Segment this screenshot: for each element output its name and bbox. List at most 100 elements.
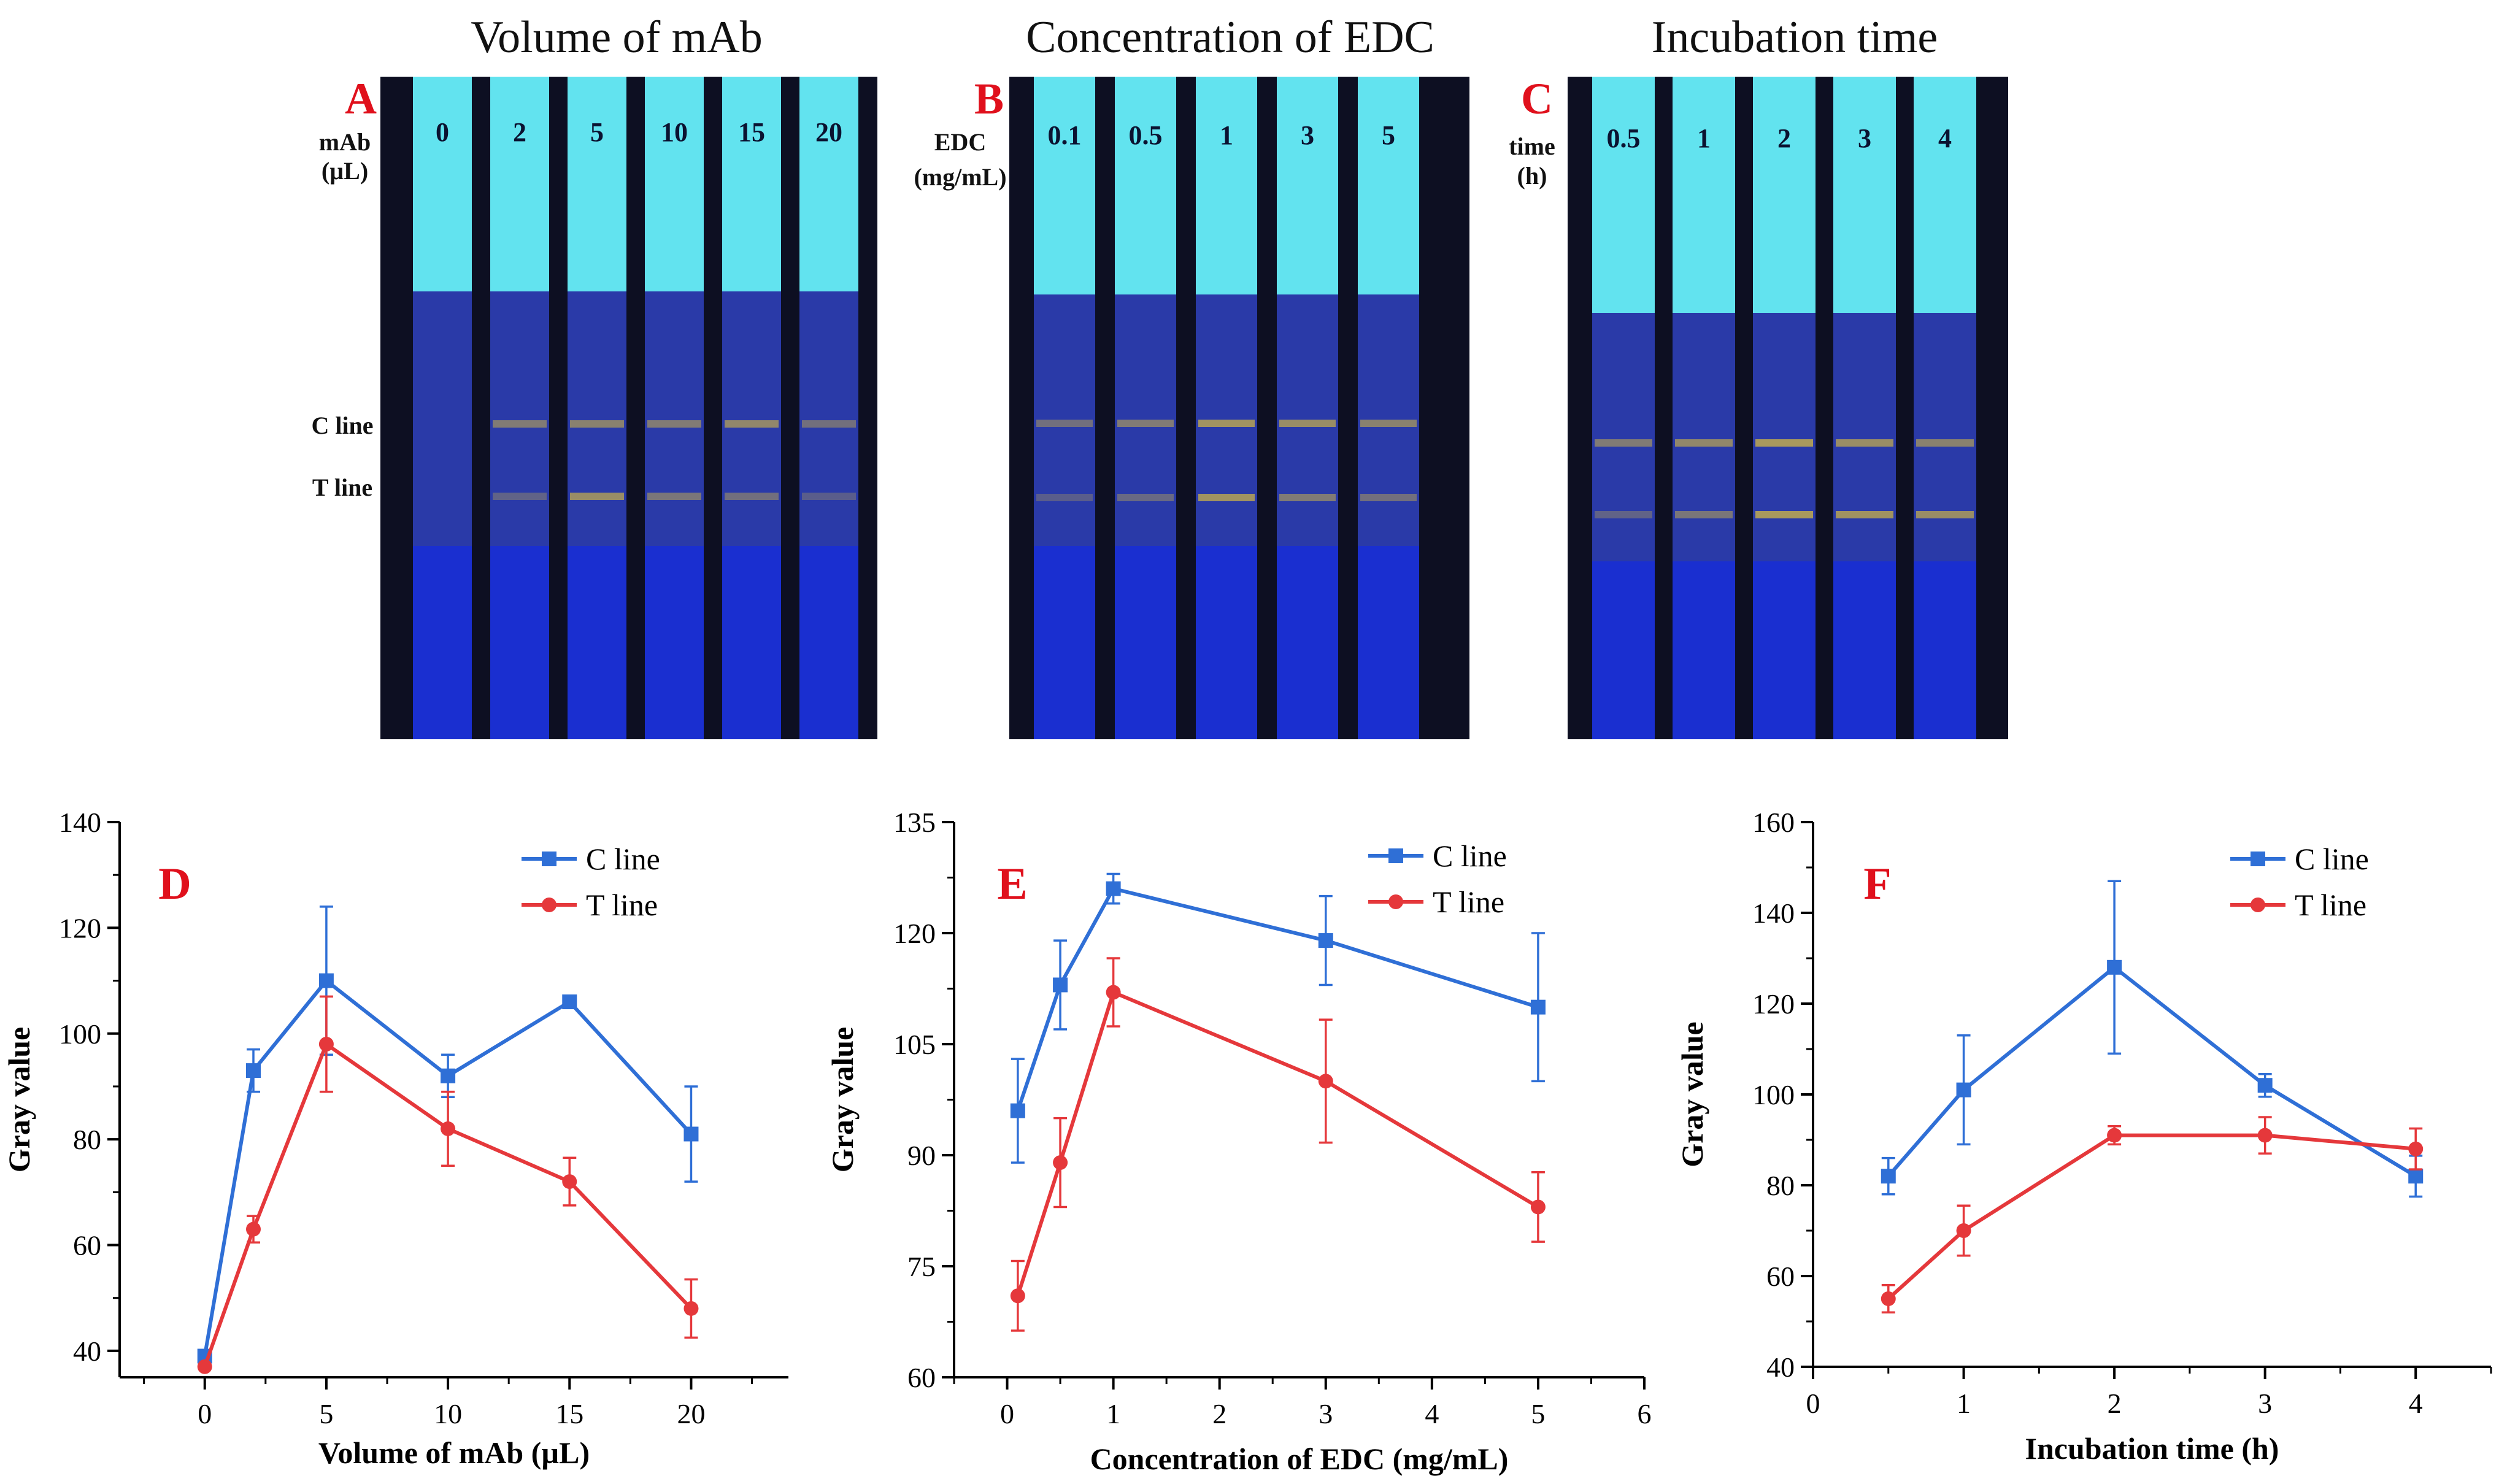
data-point (318, 973, 334, 988)
strip-sample-pad (799, 77, 858, 291)
strip-membrane (1833, 313, 1896, 561)
t-band (1675, 511, 1733, 518)
param-label-a-line1: mAb (319, 128, 371, 156)
y-tick-label: 100 (59, 1018, 101, 1050)
strip-label: 0.5 (1129, 120, 1163, 150)
series-t-line (1881, 1116, 2424, 1313)
strip-sample-pad (1277, 77, 1338, 294)
t-band (647, 493, 701, 500)
photo-panel-c: C time (h) 0.5 1 2 3 4 (1509, 74, 2008, 739)
data-point (1881, 1291, 1896, 1306)
strip-absorbent-pad (1673, 561, 1735, 739)
series-line (202, 978, 693, 1357)
c-line-label: C line (311, 412, 373, 439)
strip-label: 10 (661, 117, 688, 147)
t-band (1836, 511, 1893, 518)
y-axis-label: Gray value (1675, 1021, 1709, 1167)
y-tick-label: 60 (907, 1362, 936, 1393)
y-tick-label: 105 (893, 1029, 936, 1060)
x-tick-label: 15 (555, 1398, 583, 1429)
data-point (683, 1301, 699, 1316)
photo-a-strips: 0 2 5 10 15 20 (380, 77, 877, 739)
y-tick-label: 75 (907, 1251, 936, 1282)
legend-marker (2251, 852, 2265, 866)
x-tick-label: 1 (1957, 1388, 1971, 1419)
strip-sample-pad (645, 77, 704, 291)
strip-label: 3 (1858, 123, 1871, 153)
data-point (1956, 1223, 1971, 1238)
test-strip: 5 (1358, 77, 1419, 739)
strip-membrane (568, 291, 626, 546)
strip-membrane (1592, 313, 1655, 561)
t-band (570, 493, 624, 500)
strip-sample-pad (1034, 77, 1095, 294)
t-band (1595, 511, 1652, 518)
strip-sample-pad (722, 77, 781, 291)
c-band (647, 420, 701, 428)
strip-label: 0.1 (1048, 120, 1082, 150)
c-band (1279, 420, 1336, 427)
y-tick-label: 40 (73, 1336, 101, 1367)
x-tick-label: 5 (319, 1398, 333, 1429)
panel-letter-b: B (974, 74, 1004, 123)
strip-membrane (1034, 294, 1095, 546)
strip-label: 5 (1382, 120, 1395, 150)
test-strip: 0 (413, 77, 472, 739)
strip-label: 20 (815, 117, 842, 147)
panel-letter: E (997, 859, 1027, 909)
x-tick-label: 20 (677, 1398, 705, 1429)
y-tick-label: 80 (1766, 1170, 1795, 1201)
strip-membrane (490, 291, 549, 546)
strip-absorbent-pad (722, 546, 781, 739)
x-axis-label: Concentration of EDC (mg/mL) (1090, 1442, 1509, 1476)
t-band (1117, 494, 1174, 501)
strip-absorbent-pad (1833, 561, 1896, 739)
strip-sample-pad (568, 77, 626, 291)
strip-absorbent-pad (1196, 546, 1257, 739)
t-band (802, 493, 856, 500)
c-band (1036, 420, 1093, 427)
c-band (802, 420, 856, 428)
t-line-label: T line (312, 474, 372, 501)
legend-marker (1388, 848, 1403, 863)
data-point (318, 1037, 334, 1051)
photo-a-title: Volume of mAb (471, 12, 763, 63)
series-c-line (197, 905, 699, 1364)
strip-absorbent-pad (1115, 546, 1176, 739)
y-tick-label: 90 (907, 1140, 936, 1171)
test-strip: 0.5 (1115, 77, 1176, 739)
test-strip: 1 (1673, 77, 1735, 739)
legend: C line T line (522, 842, 660, 922)
test-strip: 4 (1914, 77, 1976, 739)
test-strip: 20 (799, 77, 858, 739)
data-point (1053, 977, 1068, 993)
x-tick-label: 2 (2108, 1388, 2122, 1419)
x-tick-label: 4 (2409, 1388, 2423, 1419)
photo-panel-a: A mAb (µL) C line T line 0 2 5 10 15 20 (311, 74, 877, 739)
param-label-c-line2: (h) (1517, 162, 1547, 190)
c-band (1675, 439, 1733, 447)
x-tick-label: 1 (1106, 1398, 1120, 1429)
data-point (1530, 999, 1546, 1015)
param-label-a-line2: (µL) (322, 157, 368, 185)
series-t-line (1010, 957, 1546, 1332)
test-strip: 1 (1196, 77, 1257, 739)
series-line (202, 1041, 693, 1367)
test-strip: 0.1 (1034, 77, 1095, 739)
y-tick-label: 100 (1752, 1079, 1795, 1110)
data-point (1053, 1155, 1068, 1171)
t-band (1360, 494, 1417, 501)
strip-label: 0.5 (1607, 123, 1641, 153)
strip-label: 3 (1301, 120, 1314, 150)
x-tick-label: 0 (198, 1398, 212, 1429)
photo-b-title: Concentration of EDC (1026, 12, 1434, 63)
data-point (1956, 1082, 1971, 1098)
strip-absorbent-pad (645, 546, 704, 739)
strip-label: 1 (1697, 123, 1711, 153)
legend-label: C line (586, 842, 660, 876)
data-point (1010, 1103, 1025, 1118)
x-axis-label: Volume of mAb (µL) (318, 1436, 590, 1470)
photo-headers: Volume of mAb Concentration of EDC Incub… (471, 12, 1938, 63)
strip-membrane (1914, 313, 1976, 561)
